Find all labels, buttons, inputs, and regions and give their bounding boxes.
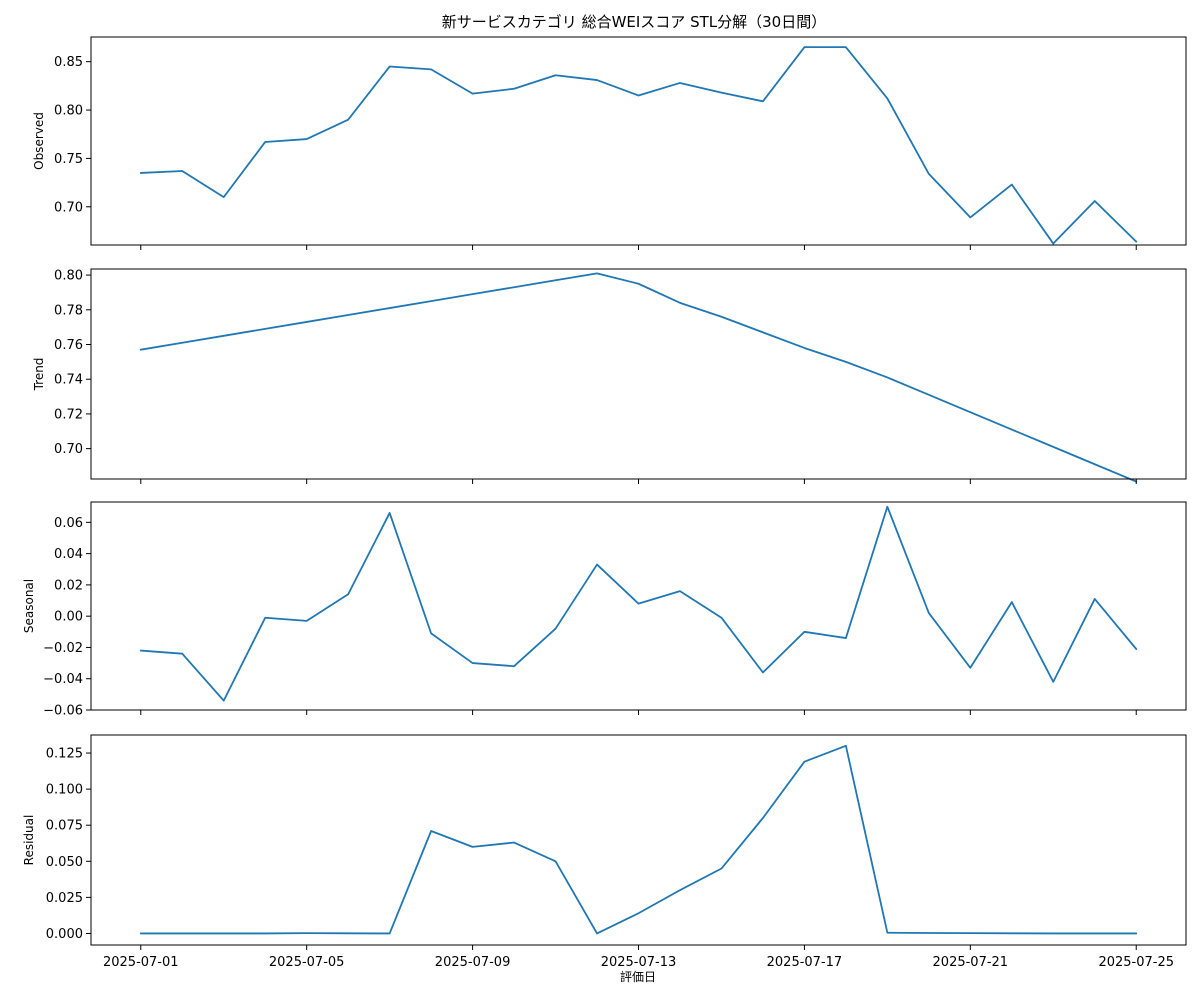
panel-trend: 0.70 0.72 0.74 0.76 0.78 0.80 Trend bbox=[32, 268, 1187, 484]
x-tick-label: 2025-07-17 bbox=[767, 955, 843, 970]
x-tick-label: 2025-07-13 bbox=[601, 955, 677, 970]
series-line-residual bbox=[139, 744, 1138, 935]
x-axis-label: 評価日 bbox=[620, 969, 656, 984]
y-axis-label: Observed bbox=[32, 112, 46, 170]
panel-observed: 0.70 0.75 0.80 0.85 Observed bbox=[32, 36, 1187, 250]
y-tick-label: 0.025 bbox=[46, 891, 83, 906]
y-tick-label: −0.06 bbox=[43, 704, 83, 719]
y-tick-label: 0.85 bbox=[54, 55, 83, 70]
x-tick-label: 2025-07-01 bbox=[103, 955, 179, 970]
y-axis-label: Residual bbox=[22, 815, 36, 866]
y-tick-label: 0.04 bbox=[54, 547, 83, 562]
y-tick-label: 0.06 bbox=[54, 516, 83, 531]
y-tick-label: −0.04 bbox=[43, 672, 83, 687]
y-tick-label: 0.80 bbox=[54, 269, 83, 284]
y-tick-label: 0.050 bbox=[46, 855, 83, 870]
panel-seasonal: −0.06 −0.04 −0.02 0.00 0.02 0.04 0.06 Seasonal bbox=[22, 501, 1187, 719]
y-tick-label: −0.02 bbox=[43, 641, 83, 656]
plot-frame bbox=[90, 268, 1187, 480]
y-axis-label: Seasonal bbox=[22, 579, 36, 633]
y-tick-label: 0.02 bbox=[54, 578, 83, 593]
y-tick-label: 0.80 bbox=[54, 104, 83, 119]
x-tick-label: 2025-07-25 bbox=[1098, 955, 1174, 970]
y-tick-label: 0.72 bbox=[54, 407, 83, 422]
y-tick-label: 0.125 bbox=[46, 747, 83, 762]
y-tick-label: 0.000 bbox=[46, 927, 83, 942]
series-line-seasonal bbox=[139, 505, 1138, 702]
x-tick-label: 2025-07-09 bbox=[435, 955, 511, 970]
series-line-trend bbox=[139, 272, 1138, 483]
y-tick-label: 0.74 bbox=[54, 373, 83, 388]
y-tick-label: 0.100 bbox=[46, 783, 83, 798]
y-axis-label: Trend bbox=[32, 358, 46, 392]
x-tick-label: 2025-07-21 bbox=[933, 955, 1009, 970]
chart-title: 新サービスカテゴリ 総合WEIスコア STL分解（30日間） bbox=[442, 13, 826, 31]
y-tick-label: 0.76 bbox=[54, 338, 83, 353]
y-tick-label: 0.00 bbox=[54, 610, 83, 625]
series-line-observed bbox=[139, 46, 1138, 245]
panel-residual: 0.000 0.025 0.050 0.075 0.100 0.125 Residual 20… bbox=[22, 734, 1187, 970]
plot-frame bbox=[90, 501, 1187, 711]
plot-frame bbox=[90, 36, 1187, 246]
y-tick-label: 0.70 bbox=[54, 442, 83, 457]
x-tick-label: 2025-07-05 bbox=[269, 955, 345, 970]
y-tick-label: 0.70 bbox=[54, 200, 83, 215]
y-tick-label: 0.78 bbox=[54, 303, 83, 318]
y-tick-label: 0.075 bbox=[46, 819, 83, 834]
y-tick-label: 0.75 bbox=[54, 152, 83, 167]
